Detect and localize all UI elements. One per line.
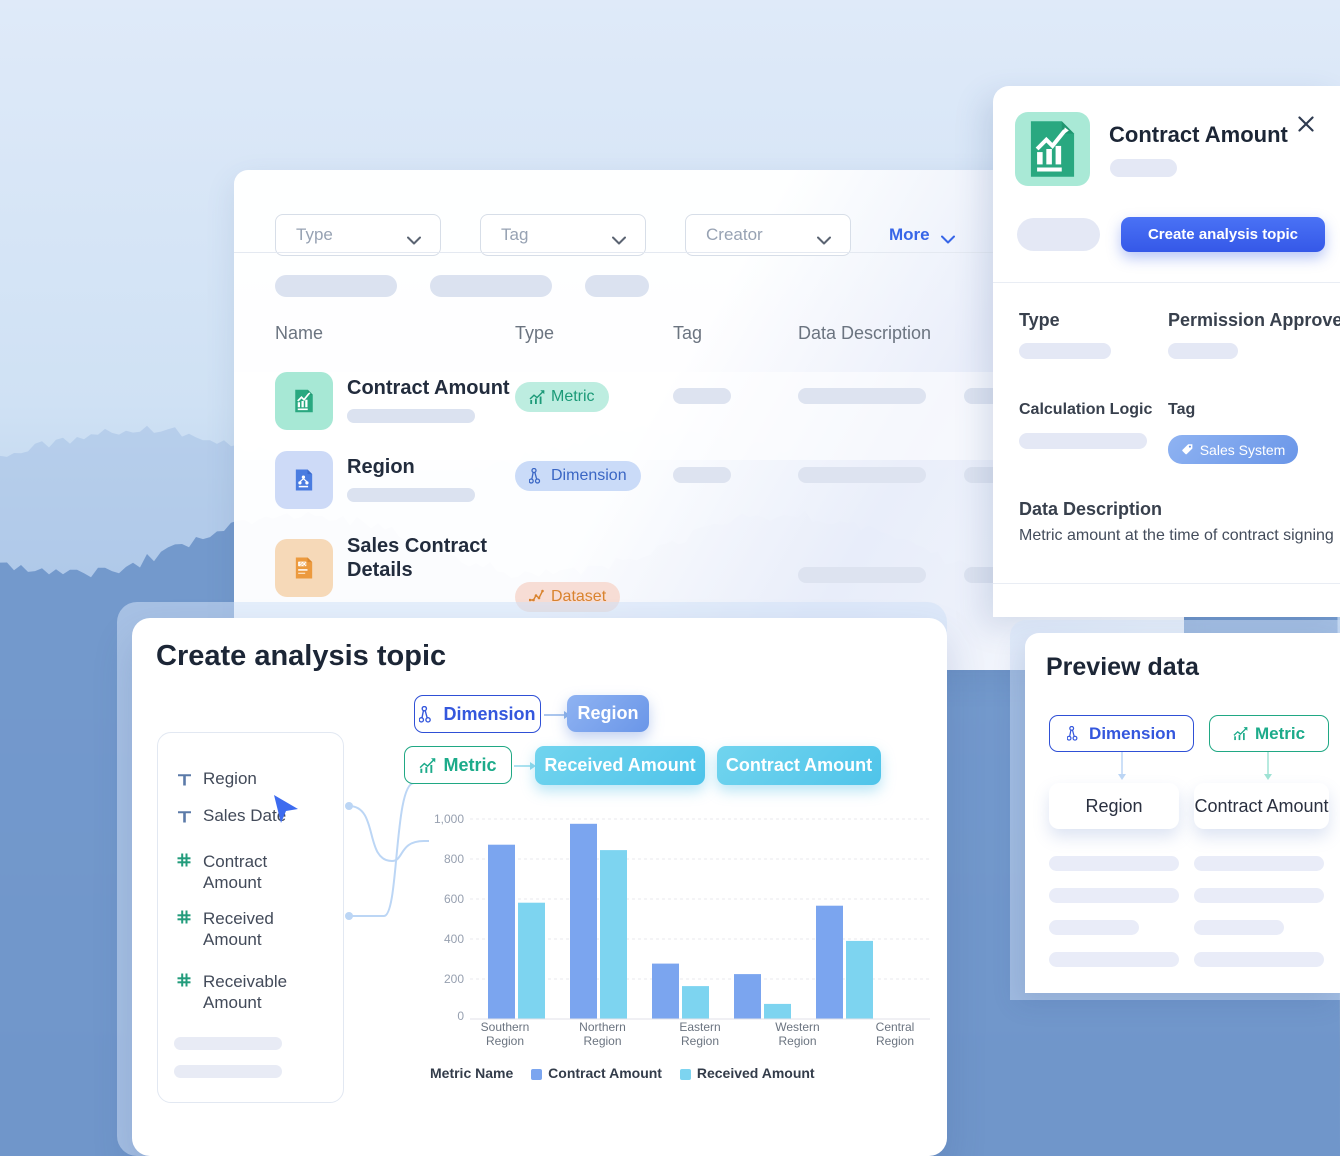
svg-text:600: 600 — [444, 892, 464, 906]
svg-text:0: 0 — [457, 1009, 464, 1023]
svg-text:200: 200 — [444, 972, 464, 986]
svg-text:800: 800 — [444, 852, 464, 866]
svg-text:400: 400 — [444, 932, 464, 946]
svg-text:SQL: SQL — [299, 561, 309, 566]
svg-text:1,000: 1,000 — [434, 812, 464, 826]
